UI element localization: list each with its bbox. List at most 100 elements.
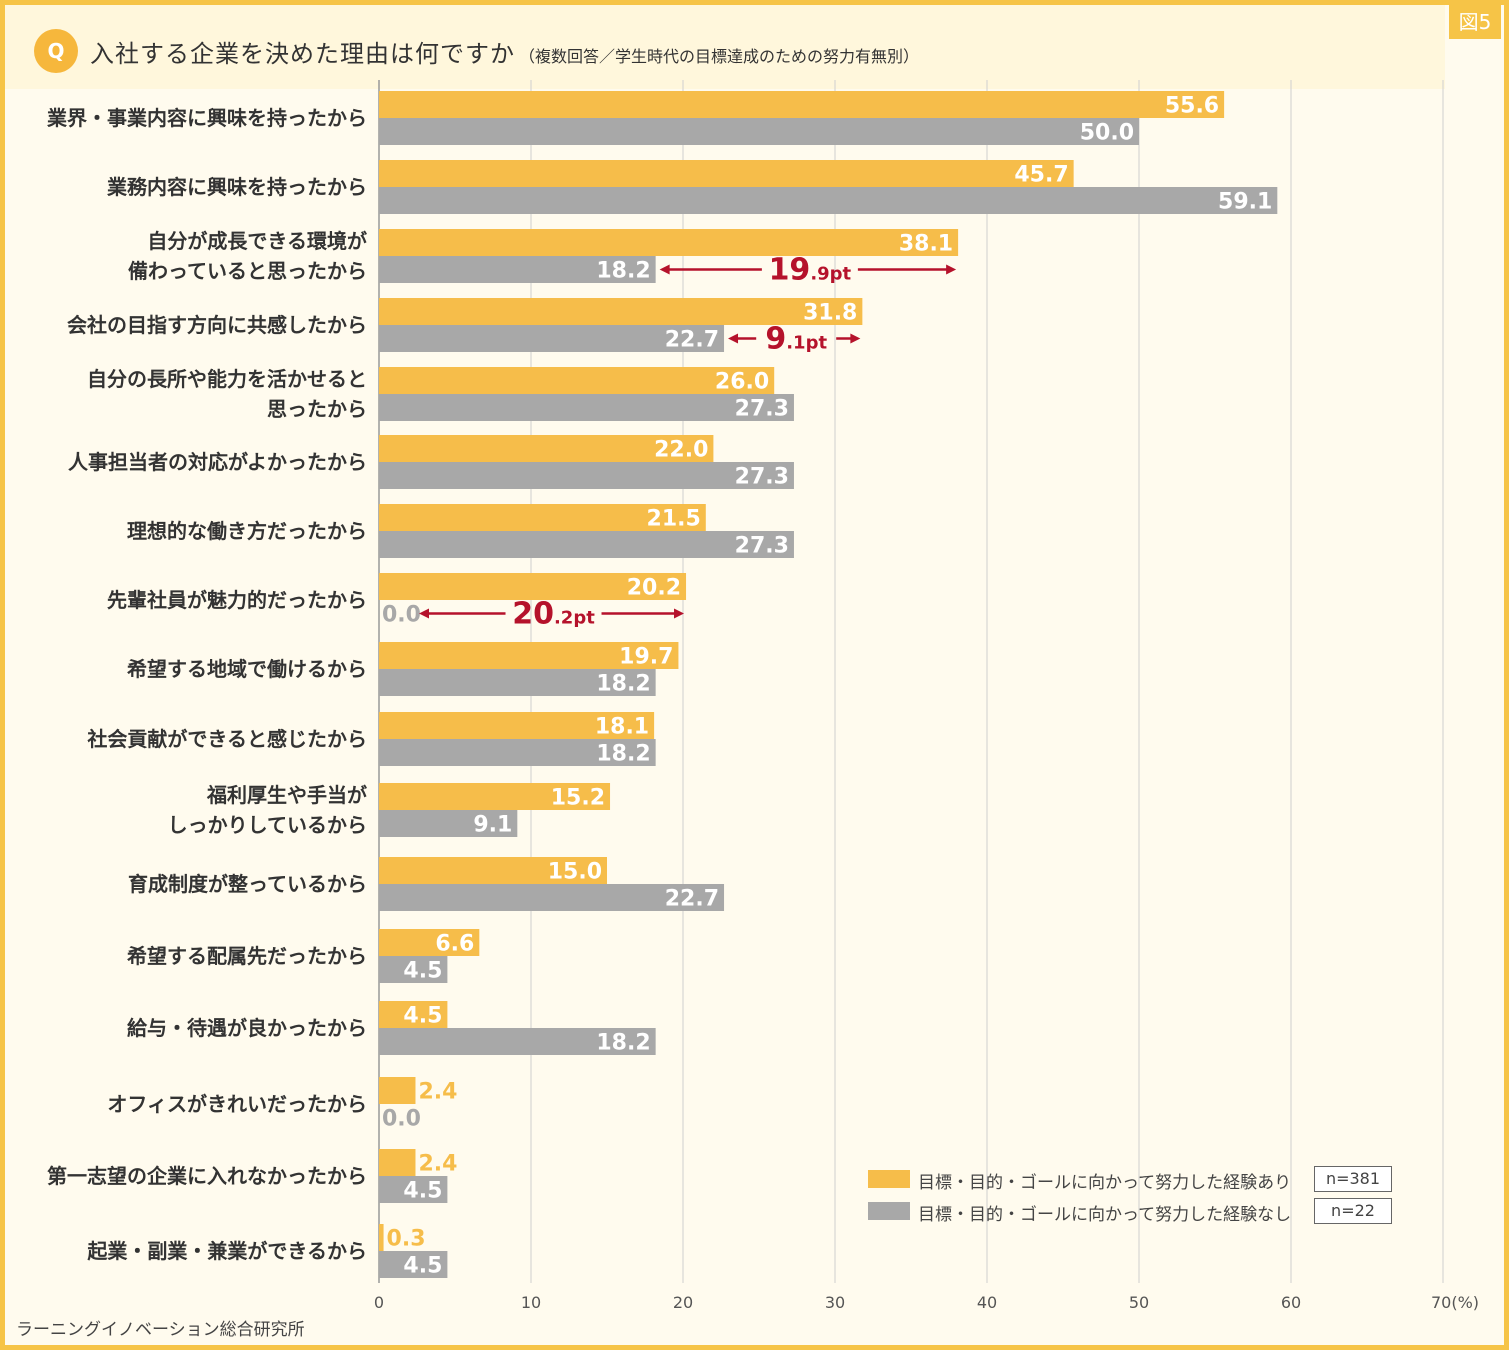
data-label-yes: 26.0	[715, 370, 769, 395]
data-label-yes: 0.3	[387, 1227, 426, 1252]
legend-swatch-no	[868, 1202, 910, 1220]
title-main: 入社する企業を決めた理由は何ですか	[90, 40, 515, 68]
bar-no	[379, 739, 656, 766]
x-tick-label: 20	[673, 1293, 693, 1312]
data-label-yes: 21.5	[647, 507, 701, 532]
question-badge: Q	[34, 29, 78, 73]
legend-label-no: 目標・目的・ゴールに向かって努力した経験なし	[918, 1205, 1292, 1225]
category-label: 希望する地域で働けるから	[127, 657, 367, 681]
bar-no	[379, 956, 448, 983]
bar-yes	[379, 1077, 416, 1104]
data-label-no: 27.3	[735, 397, 789, 422]
category-label: 自分の長所や能力を活かせると	[87, 367, 367, 391]
data-label-no: 18.2	[596, 672, 650, 697]
data-label-no: 27.3	[735, 465, 789, 490]
diff-arrow-head	[659, 264, 670, 275]
category-label: 起業・副業・兼業ができるから	[86, 1239, 367, 1263]
bar-no	[379, 1176, 448, 1203]
x-tick-label: 60	[1281, 1293, 1301, 1312]
data-label-yes: 15.2	[551, 786, 605, 811]
category-label: 業務内容に興味を持ったから	[107, 175, 367, 199]
category-label: 育成制度が整っているから	[128, 872, 367, 896]
data-label-yes: 20.2	[627, 576, 681, 601]
bar-no	[379, 462, 794, 489]
data-label-yes: 2.4	[418, 1152, 457, 1177]
diff-arrow-head	[419, 608, 429, 619]
legend-n-no: n=22	[1314, 1198, 1392, 1224]
bar-yes	[379, 435, 714, 462]
bar-no	[379, 884, 725, 911]
data-label-no: 59.1	[1218, 190, 1272, 215]
diff-label: 9.1pt	[765, 322, 827, 357]
bar-yes	[379, 229, 959, 256]
category-label: 思ったから	[267, 397, 367, 421]
bar-yes	[379, 504, 706, 531]
data-label-yes: 18.1	[595, 715, 649, 740]
diff-arrow-head	[850, 333, 861, 344]
data-label-yes: 22.0	[654, 438, 708, 463]
category-label: 備わっていると思ったから	[128, 259, 367, 283]
category-label: 先輩社員が魅力的だったから	[107, 588, 367, 612]
data-label-no: 0.0	[382, 1107, 421, 1132]
category-label: 福利厚生や手当が	[206, 783, 367, 807]
bar-yes	[379, 929, 480, 956]
data-label-no: 4.5	[403, 1179, 442, 1204]
bar-yes	[379, 91, 1225, 118]
diff-arrow-head	[728, 333, 739, 344]
bar-yes	[379, 857, 607, 884]
data-label-yes: 19.7	[619, 645, 673, 670]
category-label: 給与・待遇が良かったから	[127, 1016, 367, 1040]
data-label-yes: 6.6	[435, 932, 474, 957]
data-label-yes: 4.5	[403, 1004, 442, 1029]
category-label: 希望する配属先だったから	[127, 944, 367, 968]
figure-label: 図5	[1449, 5, 1501, 39]
data-label-yes: 38.1	[899, 232, 953, 257]
data-label-no: 9.1	[473, 813, 512, 838]
data-label-no: 50.0	[1080, 121, 1134, 146]
data-label-yes: 15.0	[548, 860, 602, 885]
diff-arrow-head	[674, 608, 685, 619]
legend-n-yes: n=381	[1314, 1166, 1392, 1192]
header-band	[5, 5, 1445, 89]
category-label: 業界・事業内容に興味を持ったから	[47, 106, 367, 130]
data-label-yes: 2.4	[418, 1080, 457, 1105]
bar-no	[379, 394, 794, 421]
bar-yes	[379, 1001, 448, 1028]
data-label-no: 22.7	[665, 887, 719, 912]
x-tick-label: 50	[1129, 1293, 1149, 1312]
data-label-no: 22.7	[665, 328, 719, 353]
bar-yes	[379, 573, 687, 600]
category-label: 人事担当者の対応がよかったから	[68, 450, 367, 474]
data-label-no: 4.5	[403, 959, 442, 984]
bar-yes	[379, 783, 611, 810]
data-label-no: 27.3	[735, 534, 789, 559]
category-label: 会社の目指す方向に共感したから	[67, 313, 367, 337]
category-label: しっかりしているから	[168, 813, 367, 837]
data-label-yes: 55.6	[1165, 94, 1219, 119]
bar-no	[379, 187, 1278, 214]
bar-no	[379, 1251, 448, 1278]
bar-yes	[379, 160, 1074, 187]
bar-yes	[379, 1149, 416, 1176]
bar-yes	[379, 1224, 384, 1251]
data-label-no: 0.0	[382, 603, 421, 628]
x-tick-label: 0	[374, 1293, 384, 1312]
bar-no	[379, 1028, 656, 1055]
bar-yes	[379, 367, 775, 394]
category-label: オフィスがきれいだったから	[107, 1092, 367, 1116]
data-label-no: 18.2	[596, 1031, 650, 1056]
x-tick-label: 40	[977, 1293, 997, 1312]
legend-label-yes: 目標・目的・ゴールに向かって努力した経験あり	[918, 1173, 1292, 1193]
bar-yes	[379, 712, 655, 739]
chart-title: 入社する企業を決めた理由は何ですか （複数回答／学生時代の目標達成のための努力有無…	[90, 34, 919, 69]
bar-no	[379, 118, 1139, 145]
bar-yes	[379, 298, 863, 325]
category-label: 社会貢献ができると感じたから	[86, 727, 367, 751]
title-subtitle: （複数回答／学生時代の目標達成のための努力有無別）	[519, 47, 920, 66]
category-label: 理想的な働き方だったから	[127, 519, 367, 543]
bar-no	[379, 325, 725, 352]
data-label-yes: 45.7	[1014, 163, 1068, 188]
data-label-no: 18.2	[596, 259, 650, 284]
